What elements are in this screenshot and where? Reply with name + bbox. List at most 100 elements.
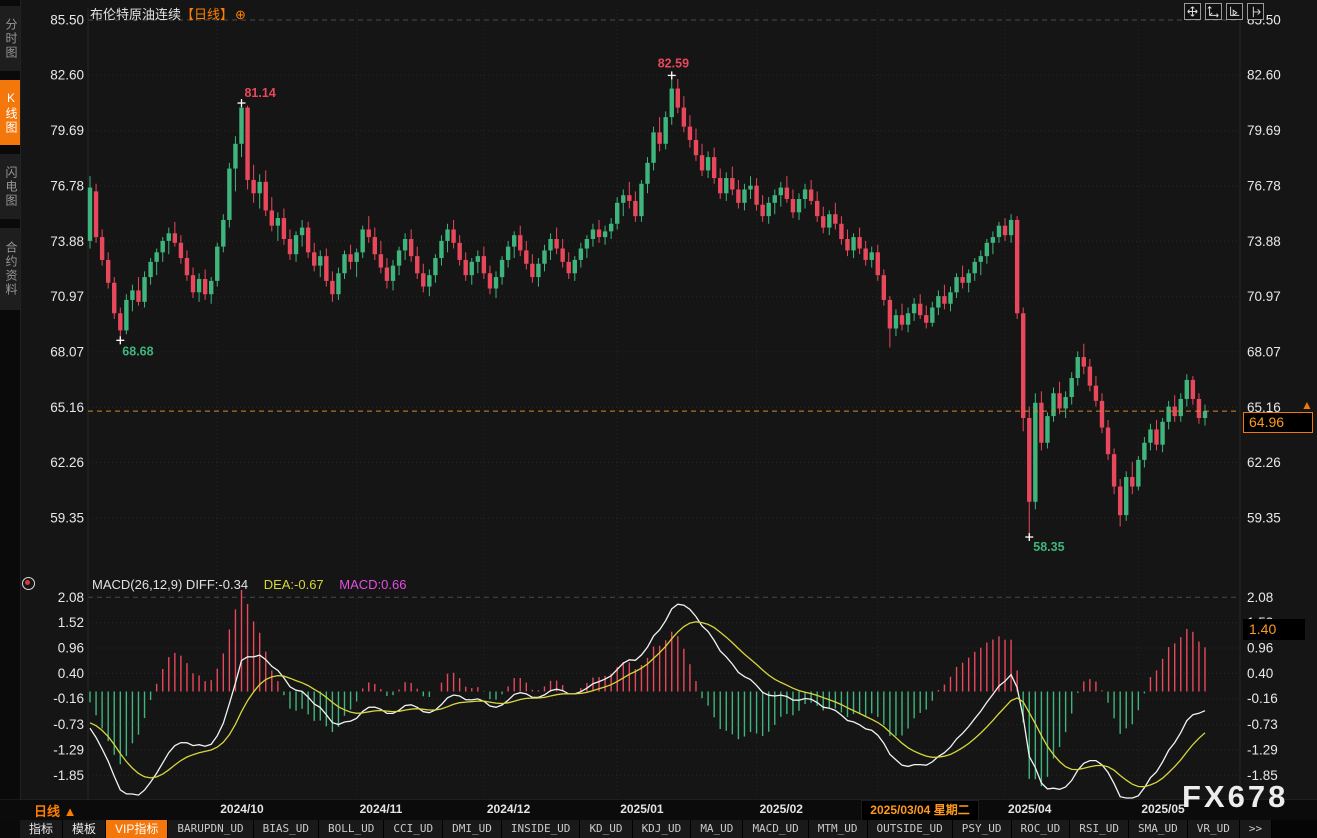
toolbar-item-kd_ud[interactable]: KD_UD xyxy=(580,820,633,838)
collapse-panel-icon[interactable] xyxy=(1247,3,1264,20)
toolbar-item-vip[interactable]: VIP指标 xyxy=(106,820,169,838)
macd-tick-label: -1.85 xyxy=(53,768,84,783)
candlestick-series[interactable] xyxy=(87,75,1208,538)
last-price-badge: 64.96 xyxy=(1243,412,1313,433)
time-axis: 日线 ▲ 2025/03/04 星期二 2024/10 2024/11 2024/1… xyxy=(0,800,1317,821)
price-tick-label: 70.97 xyxy=(1247,289,1281,304)
macd-tick-label: -1.29 xyxy=(1247,742,1278,757)
fx678-watermark: FX678 xyxy=(1182,779,1289,814)
sidebar-tab-3[interactable]: 闪电图 xyxy=(0,154,20,219)
chart-title: 布伦特原油连续【日线】 ⊕ xyxy=(90,4,246,23)
macd-value-badge: 1.40 xyxy=(1243,619,1305,640)
toolbar-item-bias_ud[interactable]: BIAS_UD xyxy=(253,820,319,838)
indicator-toolbar: 指标 模板 VIP指标 BARUPDN_UD BIAS_UD BOLL_UD CCI_UD D… xyxy=(20,820,1317,838)
price-tick-label: 65.16 xyxy=(50,400,84,415)
macd-tick-label: 0.40 xyxy=(1247,666,1273,681)
price-tick-label: 59.35 xyxy=(1247,510,1281,525)
toolbar-item-cci_ud[interactable]: CCI_UD xyxy=(384,820,444,838)
price-tick-label: 73.88 xyxy=(50,234,84,249)
macd-panel-icon[interactable] xyxy=(22,577,35,590)
price-tick-label: 82.60 xyxy=(50,68,84,83)
toolbar-item-kdj_ud[interactable]: KDJ_UD xyxy=(632,820,692,838)
price-tick-label: 85.50 xyxy=(50,13,84,28)
chart-tool-buttons xyxy=(1184,3,1264,20)
toolbar-item-ma_ud[interactable]: MA_UD xyxy=(691,820,744,838)
macd-tick-label: -0.73 xyxy=(53,717,84,732)
toolbar-item-boll_ud[interactable]: BOLL_UD xyxy=(318,820,385,838)
price-tick-label: 79.69 xyxy=(1247,123,1281,138)
macd-tick-label: 2.08 xyxy=(58,590,84,605)
toolbar-item-sma_ud[interactable]: SMA_UD xyxy=(1129,820,1188,838)
macd-tick-label: 1.52 xyxy=(58,615,84,630)
price-marker-arrow-icon: ▲ xyxy=(1301,398,1313,412)
month-label-2024-11: 2024/11 xyxy=(359,802,403,816)
instrument-name: 布伦特原油连续 xyxy=(90,7,182,22)
annotation-58.35: 58.35 xyxy=(1033,540,1064,554)
month-label-2025-04: 2025/04 xyxy=(1008,802,1052,816)
month-label-2025-02: 2025/02 xyxy=(759,802,803,816)
toolbar-item-[interactable]: 模板 xyxy=(63,820,107,838)
macd-name-and-diff: MACD(26,12,9) DIFF:-0.34 xyxy=(92,577,249,592)
macd-tick-label: 0.96 xyxy=(1247,641,1273,656)
price-tick-label: 82.60 xyxy=(1247,68,1281,83)
move-chart-icon[interactable] xyxy=(1184,3,1201,20)
price-tick-label: 76.78 xyxy=(50,179,84,194)
crosshair-date-box: 2025/03/04 星期二 xyxy=(861,800,979,821)
price-tick-label: 59.35 xyxy=(50,510,84,525)
period-dropdown[interactable]: 日线 ▲ xyxy=(34,804,77,819)
macd-tick-label: -1.85 xyxy=(1247,768,1278,783)
macd-tick-label: 2.08 xyxy=(1247,590,1273,605)
month-gridlines xyxy=(0,8,1317,800)
macd-tick-label: 0.96 xyxy=(58,641,84,656)
macd-readout: MACD(26,12,9) DIFF:-0.34 DEA:-0.67 MACD:… xyxy=(92,577,407,592)
sidebar-tab-2[interactable]: K线图 xyxy=(0,80,20,145)
toolbar-item-vr_ud[interactable]: VR_UD xyxy=(1187,820,1240,838)
sidebar-tab-4[interactable]: 合约资料 xyxy=(0,228,20,310)
dea-value: DEA:-0.67 xyxy=(263,577,324,592)
month-label-2024-12: 2024/12 xyxy=(486,802,531,816)
price-tick-label: 68.07 xyxy=(50,344,84,359)
chart-type-sidebar: 分时图 K线图闪电图合约资料 xyxy=(0,0,21,838)
price-annotations: 81.14 82.59 68.68 58.35 xyxy=(116,56,1065,554)
price-tick-label: 68.07 xyxy=(1247,344,1281,359)
macd-tick-label: 0.40 xyxy=(58,666,84,681)
toolbar-item-[interactable]: 指标 xyxy=(20,820,64,838)
period-tag: 【日线】 xyxy=(181,7,234,22)
macd-tick-label: -0.16 xyxy=(53,691,84,706)
macd-tick-label: -0.73 xyxy=(1247,717,1278,732)
macd-tick-label: -0.16 xyxy=(1247,691,1278,706)
price-tick-label: 73.88 xyxy=(1247,234,1281,249)
toolbar-item-psy_ud[interactable]: PSY_UD xyxy=(952,820,1012,838)
toolbar-item-macd_ud[interactable]: MACD_UD xyxy=(743,820,809,838)
toolbar-item-inside_ud[interactable]: INSIDE_UD xyxy=(501,820,581,838)
sidebar-tab-1[interactable]: 分时图 xyxy=(0,6,20,71)
price-tick-label: 62.26 xyxy=(1247,455,1281,470)
price-tick-label: 70.97 xyxy=(50,289,84,304)
toolbar-item->>[interactable]: >> xyxy=(1239,820,1273,838)
month-label-2025-05: 2025/05 xyxy=(1141,802,1185,816)
price-tick-label: 76.78 xyxy=(1247,179,1281,194)
toolbar-item-barupdn_ud[interactable]: BARUPDN_UD xyxy=(168,820,254,838)
price-tick-label: 79.69 xyxy=(50,123,84,138)
circle-plus-settings-icon[interactable]: ⊕ xyxy=(235,7,246,22)
x-axis-scale-icon[interactable] xyxy=(1205,3,1222,20)
price-tick-label: 65.16 xyxy=(1247,400,1281,415)
dea-line xyxy=(89,621,1206,788)
toolbar-item-rsi_ud[interactable]: RSI_UD xyxy=(1070,820,1130,838)
y-axis-scale-icon[interactable] xyxy=(1226,3,1243,20)
annotation-82.59: 82.59 xyxy=(658,56,689,70)
month-label-2025-01: 2025/01 xyxy=(620,802,664,816)
macd-value: MACD:0.66 xyxy=(339,577,407,592)
diff-line xyxy=(89,603,1206,799)
toolbar-item-dmi_ud[interactable]: DMI_UD xyxy=(443,820,502,838)
toolbar-item-outside_ud[interactable]: OUTSIDE_UD xyxy=(867,820,953,838)
macd-tick-label: -1.29 xyxy=(53,742,84,757)
month-label-2024-10: 2024/10 xyxy=(220,802,264,816)
toolbar-item-roc_ud[interactable]: ROC_UD xyxy=(1011,820,1071,838)
price-tick-label: 62.26 xyxy=(50,455,84,470)
annotation-68.68: 68.68 xyxy=(122,344,153,358)
toolbar-item-mtm_ud[interactable]: MTM_UD xyxy=(808,820,868,838)
